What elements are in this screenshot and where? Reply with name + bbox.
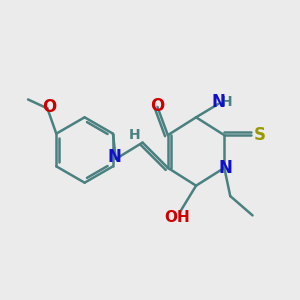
Text: N: N (212, 93, 225, 111)
Text: H: H (221, 94, 232, 109)
Text: S: S (254, 126, 266, 144)
Text: N: N (219, 159, 233, 177)
Text: N: N (107, 148, 121, 166)
Text: H: H (128, 128, 140, 142)
Text: OH: OH (164, 210, 190, 225)
Text: O: O (42, 98, 56, 116)
Text: O: O (150, 97, 164, 115)
